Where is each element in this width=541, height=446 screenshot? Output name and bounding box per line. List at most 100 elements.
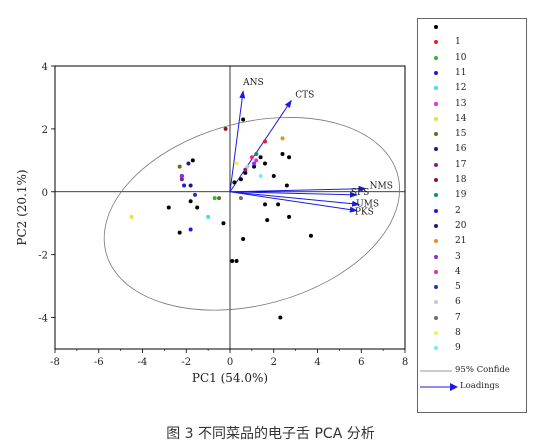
legend-item-5: 5 <box>418 281 526 295</box>
x-tick-label-4: 0 <box>227 357 233 368</box>
data-point-4-0 <box>249 155 254 160</box>
legend-item-19: 19 <box>418 189 526 203</box>
loading-arrow-pks <box>229 191 358 213</box>
x-tick-label-0: -8 <box>50 357 60 368</box>
legend-marker <box>434 193 438 198</box>
legend-label: 3 <box>455 251 461 262</box>
legend-label: 5 <box>455 282 461 293</box>
legend-label: 15 <box>455 129 467 140</box>
legend-label: 20 <box>455 220 467 231</box>
legend-loadings-label: Loadings <box>460 380 500 391</box>
data-point-1-0 <box>263 139 267 144</box>
legend-marker <box>434 40 438 45</box>
legend-label: 17 <box>455 159 467 170</box>
legend-item-18: 18 <box>418 174 526 188</box>
legend-label: 18 <box>455 175 467 185</box>
data-point-20-0 <box>188 183 193 188</box>
legend-label: 16 <box>455 144 467 155</box>
y-tick-label-3: 2 <box>42 125 48 136</box>
data-point-16-0 <box>186 161 191 166</box>
legend-marker <box>434 331 438 335</box>
loading-label-ans: ANS <box>242 78 264 88</box>
data-point-9-0 <box>258 174 263 179</box>
legend-item-2: 2 <box>418 205 526 219</box>
data-point-13-0 <box>254 158 259 163</box>
legend-item-1: 1 <box>418 36 526 50</box>
legend: 1 10 11 12 13 14 15 16 17 18 19 2 20 21 3 4 5 6 7 8 9 95% Con… <box>417 18 527 413</box>
legend-item-12: 12 <box>418 82 526 96</box>
x-tick-label-5: 2 <box>271 357 277 368</box>
data-point-unlabeled-10 <box>276 202 281 207</box>
legend-item-13: 13 <box>418 98 526 112</box>
legend-item-10: 10 <box>418 52 526 66</box>
legend-marker <box>434 25 438 29</box>
data-point-21-0 <box>280 136 285 141</box>
data-point-19-0 <box>254 152 259 157</box>
legend-item-21: 21 <box>418 235 526 249</box>
loading-label-pks: PKS <box>355 208 374 218</box>
loading-arrow-sps <box>229 191 358 198</box>
data-point-10-0 <box>212 196 217 201</box>
legend-label: 6 <box>455 297 461 308</box>
loading-arrow-ans <box>229 90 246 192</box>
legend-marker <box>434 55 438 60</box>
data-point-11-0 <box>182 183 187 188</box>
data-point-unlabeled-15 <box>190 158 195 163</box>
confidence-ellipse <box>103 117 400 311</box>
data-point-unlabeled-14 <box>308 233 313 238</box>
data-point-6-0 <box>245 164 250 169</box>
data-point-7-0 <box>238 196 243 201</box>
data-point-unlabeled-26 <box>241 117 246 122</box>
legend-marker <box>434 315 438 320</box>
data-point-15-1 <box>217 196 222 201</box>
legend-item-ellipse: 95% Confide <box>418 364 526 378</box>
legend-marker <box>434 208 438 213</box>
legend-label: 11 <box>455 67 467 78</box>
legend-label: 21 <box>455 236 467 247</box>
legend-marker <box>434 70 438 75</box>
data-point-18-0 <box>223 126 228 131</box>
legend-item-loadings: Loadings <box>418 380 526 394</box>
x-tick-label-8: 8 <box>402 357 408 368</box>
data-point-unlabeled-7 <box>263 161 267 166</box>
legend-label: 7 <box>455 312 461 323</box>
y-tick-label-2: 0 <box>42 188 48 199</box>
legend-item-14: 14 <box>418 113 526 127</box>
legend-label: 8 <box>455 328 461 338</box>
data-point-unlabeled-23 <box>278 315 283 320</box>
x-tick-label-7: 6 <box>358 357 364 368</box>
legend-marker <box>434 285 438 290</box>
data-point-8-0 <box>234 161 239 166</box>
legend-label: 4 <box>455 266 461 277</box>
y-tick-label-0: -4 <box>38 314 48 325</box>
data-point-5-0 <box>193 192 197 197</box>
x-tick-label-6: 4 <box>314 357 320 368</box>
legend-item-6: 6 <box>418 296 526 310</box>
legend-marker <box>434 101 438 106</box>
legend-ellipse-marker <box>420 370 452 371</box>
y-tick-label-4: 4 <box>42 62 48 73</box>
legend-marker <box>434 116 438 121</box>
legend-item-3: 3 <box>418 251 526 265</box>
data-point-unlabeled-5 <box>280 152 285 157</box>
x-axis-label: PC1 (54.0%) <box>192 371 268 385</box>
data-point-unlabeled-21 <box>234 258 239 263</box>
data-point-unlabeled-3 <box>252 164 257 169</box>
data-point-unlabeled-9 <box>271 174 276 179</box>
legend-marker <box>434 223 438 228</box>
legend-marker <box>434 147 438 152</box>
legend-marker <box>434 132 438 137</box>
y-axis-label: PC2 (20.1%) <box>15 169 29 245</box>
data-point-2-0 <box>188 227 193 232</box>
x-tick-label-1: -6 <box>94 357 104 368</box>
data-point-3-0 <box>252 161 257 166</box>
legend-label: 14 <box>455 113 467 124</box>
legend-item-unlabeled <box>418 21 526 35</box>
data-point-unlabeled-19 <box>221 221 226 226</box>
loading-arrow-ums <box>229 191 361 207</box>
data-point-unlabeled-20 <box>230 258 235 263</box>
legend-marker <box>434 254 438 259</box>
legend-label: 19 <box>455 190 467 201</box>
data-point-unlabeled-17 <box>188 199 193 204</box>
legend-marker <box>434 300 438 305</box>
